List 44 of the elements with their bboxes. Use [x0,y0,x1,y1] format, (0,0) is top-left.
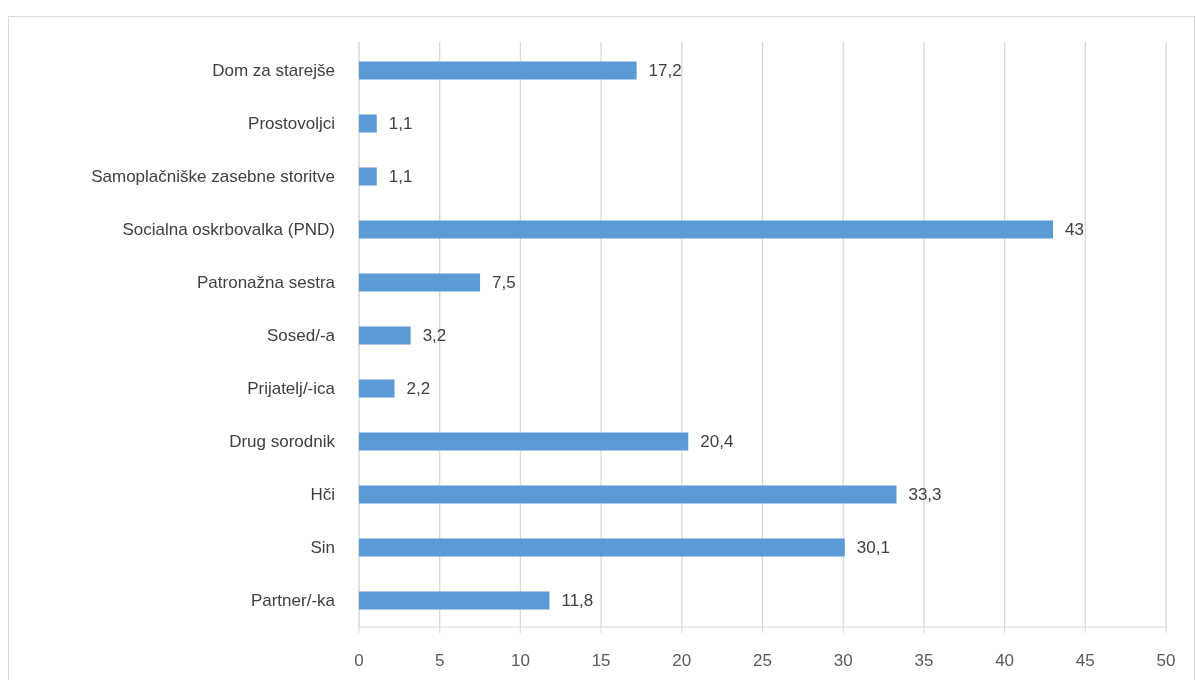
data-label: 43 [1065,220,1084,240]
bar [359,485,897,504]
data-label: 30,1 [856,538,890,558]
y-tick-label: Hči [310,485,335,505]
data-label: 2,2 [406,379,431,399]
data-label: 17,2 [648,61,682,81]
y-tick-label: Sosed/-a [266,326,336,346]
x-tick-label: 25 [753,650,772,670]
x-tick-label: 20 [672,650,692,670]
data-label: 11,8 [561,591,594,611]
bar [359,379,395,398]
y-tick-label: Drug sorodnik [229,432,336,452]
y-tick-label: Sin [310,538,335,558]
x-tick-label: 0 [354,650,364,670]
bar [359,220,1054,239]
data-label: 3,2 [422,326,447,346]
y-tick-label: Prijatelj/-ica [247,379,336,399]
x-tick-label: 10 [510,650,530,670]
y-tick-label: Samoplačniške zasebne storitve [91,167,335,187]
y-tick-label: Socialna oskrbovalka (PND) [122,220,335,240]
data-label: 1,1 [388,114,413,134]
x-tick-label: 5 [434,650,445,670]
x-tick-label: 40 [995,650,1015,670]
data-label: 33,3 [908,485,942,505]
bar [359,538,845,557]
data-label: 1,1 [388,167,413,187]
y-tick-label: Patronažna sestra [197,273,336,293]
bar [359,167,377,186]
data-label: 20,4 [700,432,734,452]
bar [359,326,411,345]
bar [359,432,689,451]
y-tick-label: Prostovoljci [248,114,335,134]
bar [359,61,637,80]
data-label: 7,5 [492,273,516,293]
x-tick-label: 50 [1156,650,1176,670]
x-tick-label: 30 [833,650,853,670]
bar [359,591,550,610]
x-tick-label: 35 [914,650,934,670]
bar [359,273,481,292]
x-tick-label: 15 [591,650,611,670]
y-tick-label: Dom za starejše [212,61,335,81]
y-tick-label: Partner/-ka [250,591,336,611]
bar [359,114,377,133]
x-tick-label: 45 [1075,650,1095,670]
